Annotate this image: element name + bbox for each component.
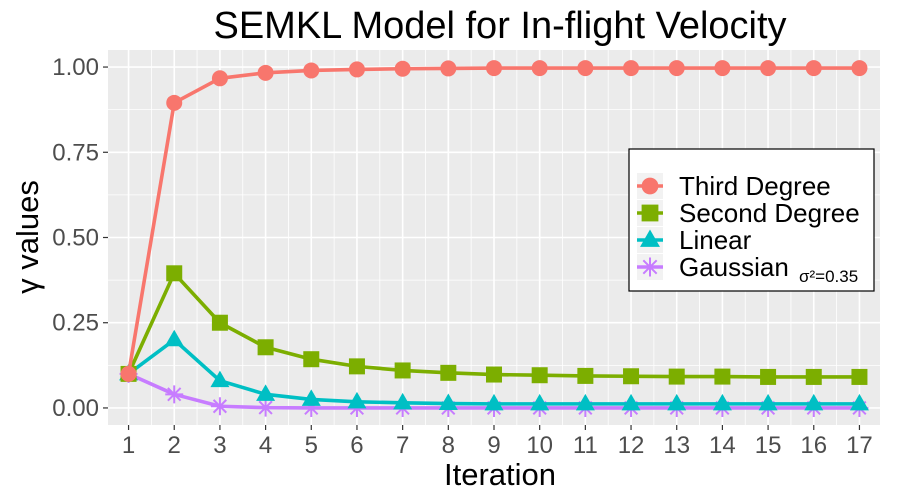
data-point [623, 60, 640, 77]
data-point [758, 393, 778, 411]
data-point [712, 393, 732, 411]
data-point [577, 60, 594, 77]
data-point [667, 393, 687, 411]
data-point [623, 368, 640, 385]
data-point [805, 60, 822, 77]
data-point [211, 70, 228, 87]
x-tick-label: 1 [122, 432, 135, 459]
y-tick-label: 0.25 [52, 310, 99, 337]
data-point [805, 368, 822, 385]
data-point [301, 389, 321, 406]
legend-box [628, 148, 875, 292]
legend-key-marker [641, 177, 659, 195]
data-point [166, 94, 183, 111]
data-point [851, 368, 868, 385]
x-tick-label: 17 [846, 432, 873, 459]
y-tick-label: 0.75 [52, 139, 99, 166]
data-point [851, 60, 868, 77]
y-axis-title-text: values [10, 180, 45, 270]
x-tick-label: 14 [709, 432, 736, 459]
data-point [530, 393, 550, 411]
y-tick-label: 0.50 [52, 225, 99, 252]
data-point [164, 329, 184, 347]
data-point [577, 367, 594, 384]
data-point [531, 367, 548, 384]
data-point [575, 393, 595, 411]
data-point [440, 60, 457, 77]
data-point [486, 60, 502, 77]
legend-key-marker [640, 257, 660, 277]
data-point [348, 61, 365, 78]
data-point [440, 364, 457, 381]
x-tick-label: 9 [487, 432, 500, 459]
data-point [486, 366, 502, 383]
data-point [714, 60, 731, 77]
data-point [210, 397, 229, 416]
data-point [257, 339, 274, 356]
x-tick-label: 16 [800, 432, 827, 459]
x-tick-label: 12 [618, 432, 645, 459]
x-tick-label: 4 [259, 432, 272, 459]
x-tick-label: 7 [396, 432, 409, 459]
data-point [257, 64, 274, 81]
data-point [211, 314, 228, 331]
series-third-degree [120, 60, 868, 382]
legend-key-marker [641, 204, 659, 222]
chart-title: SEMKL Model for In-flight Velocity [213, 5, 786, 47]
data-point [394, 60, 411, 77]
data-point [303, 351, 320, 368]
x-tick-label: 6 [350, 432, 363, 459]
data-point [531, 60, 548, 77]
x-tick-label: 5 [305, 432, 318, 459]
y-axis-title: γ values [10, 180, 45, 294]
legend-label: Second Degree [679, 198, 860, 228]
x-tick-label: 2 [168, 432, 181, 459]
legend-label-subscript: σ²=0.35 [799, 267, 858, 286]
data-point [621, 393, 641, 411]
legend-label: Gaussian [679, 252, 789, 282]
data-point [120, 365, 137, 382]
data-point [393, 392, 413, 410]
data-point [303, 62, 320, 79]
data-point [302, 398, 321, 417]
x-axis-ticks: 1 2 3 4 5 6 7 8 9 10 11 12 13 14 15 16 17 [122, 425, 873, 459]
data-point [165, 385, 184, 404]
x-tick-label: 10 [526, 432, 553, 459]
data-point [210, 370, 230, 388]
y-axis-title-symbol: γ [10, 278, 45, 294]
legend-label: Linear [679, 225, 752, 255]
legend-label: Third Degree [679, 171, 831, 201]
data-point [347, 391, 367, 409]
series-second-degree [120, 265, 868, 385]
x-tick-label: 13 [663, 432, 690, 459]
data-point [760, 368, 777, 385]
data-point [760, 60, 777, 77]
data-point [668, 60, 685, 77]
x-tick-label: 8 [442, 432, 455, 459]
data-point [348, 358, 365, 375]
grid-lines [108, 50, 880, 425]
x-axis-title: Iteration [444, 457, 556, 492]
data-point [166, 265, 183, 282]
y-tick-label: 0.00 [52, 395, 99, 422]
series-layer [119, 60, 869, 417]
data-point [714, 368, 731, 385]
data-point [256, 384, 276, 401]
data-point [438, 393, 458, 411]
y-tick-label: 1.00 [52, 54, 99, 81]
legend-key-marker [640, 229, 660, 247]
data-point [394, 362, 411, 379]
data-point [256, 398, 275, 417]
data-point [804, 393, 824, 411]
data-point [668, 368, 685, 385]
x-tick-label: 3 [213, 432, 226, 459]
data-point [849, 393, 869, 411]
y-axis-ticks: 0.00 0.25 0.50 0.75 1.00 [52, 54, 108, 422]
x-tick-label: 11 [573, 432, 598, 459]
data-point [484, 393, 504, 411]
x-tick-label: 15 [755, 432, 782, 459]
